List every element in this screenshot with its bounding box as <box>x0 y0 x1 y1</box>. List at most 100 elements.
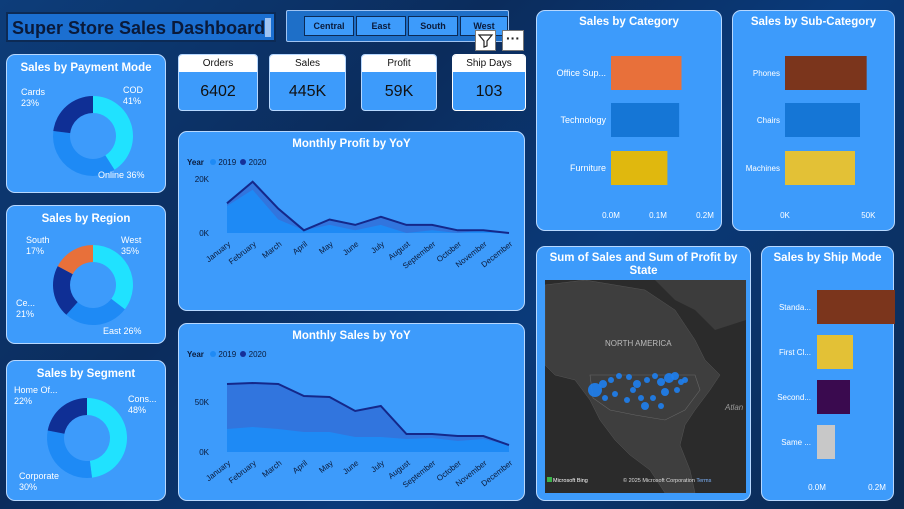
state-bubble-12[interactable] <box>661 388 669 396</box>
legend-dot-2020 <box>240 351 247 357</box>
bing-logo: Microsoft Bing <box>547 477 588 484</box>
kpi-orders-value: 6402 <box>200 83 236 100</box>
state-bubble-16[interactable] <box>612 391 618 397</box>
map-copyright: © 2025 Microsoft Corporation Terms <box>623 478 712 484</box>
shipmode-bar-1[interactable] <box>817 335 853 369</box>
region-label-east: East 26% <box>103 326 142 336</box>
region-slice-0[interactable] <box>93 245 133 310</box>
sales-line-2020 <box>226 381 510 446</box>
region-slice-2[interactable] <box>53 266 78 315</box>
segment-slice-2[interactable] <box>47 398 87 434</box>
sales-xtick-4: May <box>317 458 334 474</box>
kpi-ship-days-label: Ship Days <box>453 55 525 72</box>
state-bubble-6[interactable] <box>644 377 650 383</box>
kpi-ship-days[interactable]: Ship Days 103 <box>452 54 526 111</box>
monthly-sales-legend: Year 2019 2020 <box>187 350 267 359</box>
subcategory-bar-1[interactable] <box>785 103 860 137</box>
subcategory-label-0: Phones <box>753 69 780 78</box>
profit-ytick-zero: 0K <box>199 229 209 238</box>
subcategory-tick-1: 50K <box>861 211 876 220</box>
profit-ytick-top: 20K <box>195 175 210 184</box>
state-bubble-22[interactable] <box>630 387 636 393</box>
payment-slice-0[interactable] <box>93 96 133 170</box>
payment-slice-2[interactable] <box>53 96 93 134</box>
region-label-west: West 35% <box>121 235 142 256</box>
more-options-icon[interactable]: ··· <box>502 30 524 51</box>
state-map[interactable]: NORTH AMERICA Atlan Microsoft Bing © 202… <box>545 280 746 493</box>
state-bubble-8[interactable] <box>657 378 665 386</box>
segment-slice-1[interactable] <box>46 430 93 478</box>
map-terms-link[interactable]: Terms <box>696 478 712 484</box>
subcategory-bar-2[interactable] <box>785 151 855 185</box>
monthly-profit-legend: Year 2019 2020 <box>187 158 267 167</box>
state-bubble-2[interactable] <box>608 377 614 383</box>
region-slicer: Central East South West <box>286 10 509 42</box>
subcategory-bar-0[interactable] <box>785 56 867 90</box>
kpi-profit-value: 59K <box>384 83 414 100</box>
category-bar-2[interactable] <box>611 151 668 185</box>
segment-label-consumer: Cons... 48% <box>128 394 157 415</box>
state-bubble-10[interactable] <box>671 372 679 380</box>
payment-slice-1[interactable] <box>52 130 115 176</box>
state-bubble-18[interactable] <box>658 403 664 409</box>
subcategory-label-2: Machines <box>746 164 780 173</box>
segment-slice-0[interactable] <box>87 398 128 478</box>
north-america-land <box>545 280 721 493</box>
kpi-profit-label: Profit <box>362 55 436 72</box>
map-title: Sum of Sales and Sum of Profit by State <box>549 252 738 277</box>
shipmode-tick-0: 0.0M <box>808 483 826 492</box>
region-button-south[interactable]: South <box>408 16 458 36</box>
state-bubble-13[interactable] <box>650 395 656 401</box>
shipmode-bar-2[interactable] <box>817 380 850 414</box>
state-bubble-1[interactable] <box>599 380 607 388</box>
region-donut <box>53 245 133 325</box>
category-bar-0[interactable] <box>611 56 682 90</box>
category-bar-1[interactable] <box>611 103 680 137</box>
map-card: Sum of Sales and Sum of Profit by State … <box>536 246 751 501</box>
payment-mode-donut <box>52 96 133 176</box>
profit-area-2019[interactable] <box>227 189 509 233</box>
kpi-profit: Profit 59K <box>361 54 437 111</box>
kpi-ship-days-value: 103 <box>475 83 503 100</box>
sales-xtick-3: April <box>291 458 309 475</box>
sales-xtick-6: July <box>369 458 386 474</box>
monthly-profit-title: Monthly Profit by YoY <box>292 138 411 150</box>
region-slice-1[interactable] <box>66 298 125 325</box>
state-bubble-0[interactable] <box>588 383 602 397</box>
category-title: Sales by Category <box>579 16 679 28</box>
category-label-2: Furniture <box>570 163 606 173</box>
profit-xtick-1: February <box>227 239 258 266</box>
shipmode-bar-3[interactable] <box>817 425 835 459</box>
shipmode-tick-1: 0.2M <box>868 483 886 492</box>
kpi-sales-value: 445K <box>288 83 327 100</box>
shipmode-bar-0[interactable] <box>817 290 895 324</box>
profit-xtick-2: March <box>260 239 283 260</box>
sales-ytick-zero: 0K <box>199 448 209 457</box>
shipmode-chart: Standa... First Cl... Second... Same ... 0.0… <box>777 290 895 492</box>
shipmode-label-2: Second... <box>777 393 811 402</box>
subcategory-label-1: Chairs <box>757 116 780 125</box>
payment-label-cod: COD 41% <box>123 85 143 106</box>
kpi-orders-label: Orders <box>179 55 257 72</box>
dashboard-title-box: Super Store Sales Dashboard <box>6 12 276 42</box>
shipmode-card: Sales by Ship Mode Standa... First Cl... S… <box>761 246 895 501</box>
state-bubble-17[interactable] <box>641 402 649 410</box>
state-bubble-3[interactable] <box>616 373 622 379</box>
state-bubble-19[interactable] <box>674 387 680 393</box>
category-tick-1: 0.1M <box>649 211 667 220</box>
region-slice-3[interactable] <box>57 245 93 275</box>
state-bubble-5[interactable] <box>633 380 641 388</box>
state-bubble-20[interactable] <box>682 377 688 383</box>
state-bubble-15[interactable] <box>624 397 630 403</box>
payment-label-cards: Cards 23% <box>21 87 46 108</box>
region-button-east[interactable]: East <box>356 16 406 36</box>
state-bubble-21[interactable] <box>602 395 608 401</box>
sales-area-2019[interactable] <box>227 427 509 452</box>
kpi-sales-label: Sales <box>270 55 345 72</box>
state-bubble-4[interactable] <box>626 374 632 380</box>
region-button-central[interactable]: Central <box>304 16 354 36</box>
state-bubble-7[interactable] <box>652 373 658 379</box>
filter-icon[interactable] <box>475 30 496 51</box>
kpi-orders: Orders 6402 <box>178 54 258 111</box>
state-bubble-14[interactable] <box>638 395 644 401</box>
